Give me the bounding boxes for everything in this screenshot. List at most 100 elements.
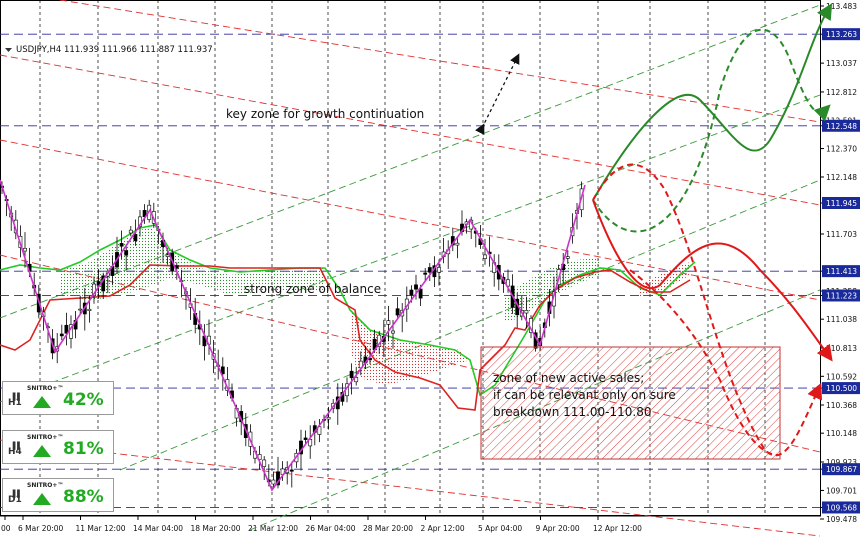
price-tick-label: 112.548 (826, 122, 857, 131)
time-axis: 00 6 Mar 20:00 11 Mar 12:00 14 Mar 04:00 18 … (0, 515, 821, 533)
candle (423, 267, 428, 282)
price-axis: 113.483113.263113.037112.812112.591112.5… (820, 0, 860, 538)
dropdown-triangle-icon[interactable] (5, 48, 12, 52)
time-tick-label: 18 Mar 20:00 (191, 524, 241, 533)
time-tick-label: 28 Mar 20:00 (363, 524, 413, 533)
annotation-key-zone: key zone for growth continuation (226, 107, 424, 121)
up-triangle-icon (33, 396, 51, 408)
price-tick-label: 110.500 (826, 384, 857, 393)
price-tick-label: 109.923 (826, 458, 857, 467)
time-tick-label: 11 Mar 12:00 (76, 524, 126, 533)
signal-timeframe: H1 (8, 398, 22, 408)
candle (23, 232, 27, 268)
price-label-highlight (822, 463, 860, 476)
time-tick-label: 21 Mar 12:00 (248, 524, 298, 533)
price-label-highlight (822, 28, 860, 41)
candle (455, 237, 460, 259)
zigzag-line (0, 179, 586, 492)
price-tick-label: 112.370 (826, 145, 857, 154)
price-label-highlight (822, 197, 860, 210)
sales-zone-rect (480, 346, 781, 460)
candle (565, 250, 570, 264)
price-tick-label: 110.148 (826, 429, 857, 438)
time-tick-label: 12 Apr 12:00 (593, 524, 642, 533)
candle (128, 225, 133, 237)
price-tick-label: 112.148 (826, 173, 857, 182)
horizontal-levels (0, 33, 820, 508)
price-tick-label: 111.703 (826, 230, 857, 239)
signal-brand: SNITRO+™ (27, 434, 64, 441)
signal-timeframe: D1 (8, 495, 22, 505)
signal-percent: 81% (63, 439, 104, 459)
price-tick-label: 110.813 (826, 344, 857, 353)
price-tick-label: 111.413 (826, 267, 857, 276)
signal-percent: 88% (63, 487, 104, 507)
price-tick-label: 113.037 (826, 59, 857, 68)
time-tick-label: 6 Mar 20:00 (18, 524, 64, 533)
candle (308, 425, 313, 459)
time-tick-label: 9 Apr 20:00 (536, 524, 580, 533)
candle (326, 406, 331, 430)
candle (317, 419, 322, 443)
signal-brand: SNITRO+™ (27, 385, 64, 392)
candle (524, 296, 529, 329)
annotation-sales-zone-2: if can be relevant only on sure (493, 388, 676, 402)
price-tick-label: 110.592 (826, 372, 857, 381)
signal-panel-h4: ▐▐ H4 SNITRO+™ 81% (2, 430, 114, 464)
price-label-highlight (822, 501, 860, 514)
candle (395, 297, 400, 319)
annotation-balance-zone: strong zone of balance (244, 282, 381, 296)
signal-percent: 42% (63, 390, 104, 410)
candle (483, 238, 487, 265)
candle (220, 357, 225, 391)
price-tick-label: 113.483 (826, 2, 857, 11)
forecast-bullish-paths (592, 3, 833, 233)
symbol-header: USDJPY,H4 111.939 111.966 111.887 111.93… (16, 45, 213, 55)
time-tick-label: 00 (1, 524, 11, 533)
price-tick-label: 113.263 (826, 30, 857, 39)
candle (414, 274, 418, 300)
candle (64, 312, 69, 346)
price-label-highlight (822, 265, 860, 278)
price-label-highlight (822, 382, 860, 395)
annotation-sales-zone-1: zone of new active sales; (493, 371, 644, 385)
signal-brand: SNITRO+™ (27, 482, 64, 489)
annotation-sales-zone-3: breakdown 111.00-110.80 (493, 405, 651, 419)
candle (303, 430, 308, 445)
time-tick-label: 26 Mar 04:00 (306, 524, 356, 533)
candle (349, 363, 354, 395)
price-tick-label: 109.867 (826, 465, 857, 474)
candle (271, 471, 276, 488)
time-tick-label: 14 Mar 04:00 (133, 524, 183, 533)
bars-icon: ▐▐ (10, 442, 20, 450)
bars-icon: ▐▐ (10, 490, 20, 498)
forecast-bearish-paths (592, 163, 833, 457)
price-tick-label: 111.038 (826, 315, 857, 324)
price-tick-label: 112.812 (826, 88, 857, 97)
candle (78, 295, 83, 315)
candle (262, 456, 267, 481)
ichimoku-cloud (0, 224, 696, 411)
signal-panel-d1: ▐▐ D1 SNITRO+™ 88% (2, 478, 114, 512)
price-label-highlight (822, 119, 860, 132)
candle (124, 244, 129, 270)
signal-timeframe: H4 (8, 447, 22, 457)
candle (119, 230, 124, 260)
candle (386, 305, 391, 342)
candle (289, 461, 294, 488)
bars-icon: ▐▐ (10, 393, 20, 401)
candle (427, 263, 432, 282)
up-triangle-icon (33, 493, 51, 505)
price-tick-label: 111.945 (826, 199, 857, 208)
price-tick-label: 110.368 (826, 401, 857, 410)
candle (59, 324, 64, 341)
time-tick-label: 5 Apr 04:00 (478, 524, 522, 533)
price-tick-label: 111.223 (826, 291, 857, 300)
price-label-highlight (822, 289, 860, 302)
signal-panel-h1: ▐▐ H1 SNITRO+™ 42% (2, 381, 114, 415)
price-tick-label: 109.568 (826, 503, 857, 512)
up-triangle-icon (33, 445, 51, 457)
candle (437, 259, 441, 286)
price-tick-label: 109.478 (826, 515, 857, 524)
